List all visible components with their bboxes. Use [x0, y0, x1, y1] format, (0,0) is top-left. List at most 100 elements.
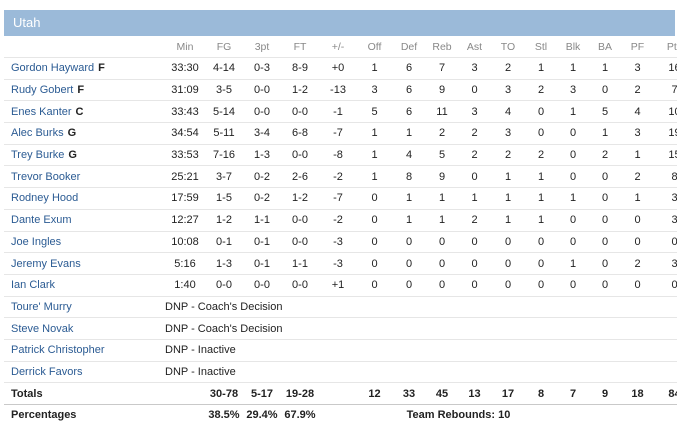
player-link[interactable]: Dante Exum	[11, 214, 72, 227]
column-header[interactable]: PF	[621, 36, 654, 58]
stat-cell: 3	[458, 57, 491, 80]
column-header[interactable]: Reb	[426, 36, 458, 58]
stat-cell: 7	[654, 79, 677, 102]
stat-cell: 1-3	[243, 144, 281, 167]
dnp-row: Steve Novak DNP - Coach's Decision	[4, 317, 677, 340]
player-row: Gordon Hayward F 33:30 4-14 0-3 8-9 +0 1 6 7 3 2 1 1 1…	[4, 57, 677, 80]
stat-cell: 17:59	[165, 187, 205, 210]
stat-cell: 0	[557, 274, 589, 297]
stat-cell: -7	[319, 122, 357, 145]
column-header[interactable]: FG	[205, 36, 243, 58]
total-reb: 45	[426, 382, 458, 405]
stat-cell: 0	[357, 252, 392, 275]
stat-cell: -13	[319, 79, 357, 102]
column-header[interactable]: Min	[165, 36, 205, 58]
stat-cell: 1	[557, 100, 589, 124]
player-name-cell: Joe Ingles	[4, 231, 165, 254]
stat-cell: 0	[621, 274, 654, 297]
dnp-row: Derrick Favors DNP - Inactive	[4, 361, 677, 384]
stat-cell: 0	[458, 165, 491, 189]
stat-cell: 1-1	[281, 252, 319, 275]
stat-cell: 0	[426, 252, 458, 275]
box-score-panel: Utah Min FG 3pt FT +/- Off Def Reb Ast TO Stl Blk BA…	[4, 10, 677, 421]
stat-cell: 0	[654, 231, 677, 254]
pct-3pt: 29.4%	[246, 409, 278, 422]
stat-cell: 1	[392, 187, 426, 210]
stat-cell: 0	[525, 100, 557, 124]
player-link[interactable]: Steve Novak	[11, 322, 74, 335]
column-header[interactable]: FT	[281, 36, 319, 58]
stat-cell: 0	[357, 274, 392, 297]
stat-cell: 3-4	[243, 122, 281, 145]
player-link[interactable]: Rodney Hood	[11, 192, 79, 205]
dnp-row: Toure' Murry DNP - Coach's Decision	[4, 296, 677, 319]
column-header[interactable]: 3pt	[243, 36, 281, 58]
stat-cell: 5	[589, 100, 621, 124]
stat-cell: 25:21	[165, 165, 205, 189]
player-link[interactable]: Rudy Gobert	[11, 84, 74, 97]
stat-cell: 6-8	[281, 122, 319, 145]
stat-cell: 3	[654, 209, 677, 232]
position-label: F	[98, 62, 105, 75]
total-ba: 9	[589, 382, 621, 405]
player-name-cell: Dante Exum	[4, 209, 165, 232]
stat-cell: 1	[357, 165, 392, 189]
stat-cell: 0	[557, 165, 589, 189]
total-pts: 84	[654, 382, 677, 405]
stat-cell: 1	[557, 252, 589, 275]
stat-cell: 1-1	[243, 209, 281, 232]
player-link[interactable]: Ian Clark	[11, 279, 56, 292]
player-link[interactable]: Jeremy Evans	[11, 257, 81, 270]
column-header[interactable]: TO	[491, 36, 525, 58]
stat-cell: 4	[392, 144, 426, 167]
column-header[interactable]: Ast	[458, 36, 491, 58]
column-header[interactable]: BA	[589, 36, 621, 58]
column-header[interactable]: Blk	[557, 36, 589, 58]
stat-cell: 2	[589, 144, 621, 167]
column-header[interactable]: Stl	[525, 36, 557, 58]
total-pf: 18	[621, 382, 654, 405]
stat-cell: 33:30	[165, 57, 205, 80]
player-link[interactable]: Alec Burks	[11, 127, 64, 140]
player-name-cell: Rodney Hood	[4, 187, 165, 210]
pct-ft: 67.9%	[284, 409, 316, 422]
stat-cell: 3	[491, 122, 525, 145]
stat-cell: 5-11	[205, 122, 243, 145]
stat-cell: 0-1	[205, 231, 243, 254]
player-name-cell: Gordon Hayward F	[4, 57, 165, 80]
player-link[interactable]: Toure' Murry	[11, 300, 72, 313]
stat-cell: 10:08	[165, 231, 205, 254]
stat-cell: 0	[458, 252, 491, 275]
stat-cell: 0	[589, 165, 621, 189]
player-link[interactable]: Derrick Favors	[11, 365, 83, 378]
player-link[interactable]: Joe Ingles	[11, 235, 62, 248]
column-header[interactable]: Off	[357, 36, 392, 58]
player-link[interactable]: Trey Burke	[11, 149, 65, 162]
player-row: Jeremy Evans 5:16 1-3 0-1 1-1 -3 0 0 0 0 0 0 1 0 2 3	[4, 252, 677, 275]
stat-cell: 1	[525, 57, 557, 80]
empty-cell	[319, 405, 357, 426]
player-link[interactable]: Enes Kanter	[11, 105, 72, 118]
stat-cell: 1	[621, 187, 654, 210]
stat-cell: 0-1	[243, 252, 281, 275]
stat-cell: 11	[426, 100, 458, 124]
player-link[interactable]: Gordon Hayward	[11, 62, 95, 75]
player-link[interactable]: Trevor Booker	[11, 170, 81, 183]
team-header: Utah	[4, 10, 675, 36]
percentages-row: Percentages 38.5% 29.4% 67.9% Team Rebounds:…	[4, 405, 677, 426]
stat-cell: 0	[525, 122, 557, 145]
stat-cell: 2	[525, 144, 557, 167]
player-link[interactable]: Patrick Christopher	[11, 344, 105, 357]
column-header[interactable]: +/-	[319, 36, 357, 58]
stat-cell: 0-0	[243, 100, 281, 124]
stat-cell: 0	[589, 274, 621, 297]
empty-cell	[165, 382, 205, 405]
stat-cell: -1	[319, 100, 357, 124]
column-header[interactable]: Pts	[654, 36, 677, 58]
stat-cell: 1	[426, 209, 458, 232]
dnp-row: Patrick Christopher DNP - Inactive	[4, 339, 677, 362]
stat-cell: 3	[491, 79, 525, 102]
stat-cell: -3	[319, 231, 357, 254]
stat-cell: 8	[654, 165, 677, 189]
column-header[interactable]: Def	[392, 36, 426, 58]
